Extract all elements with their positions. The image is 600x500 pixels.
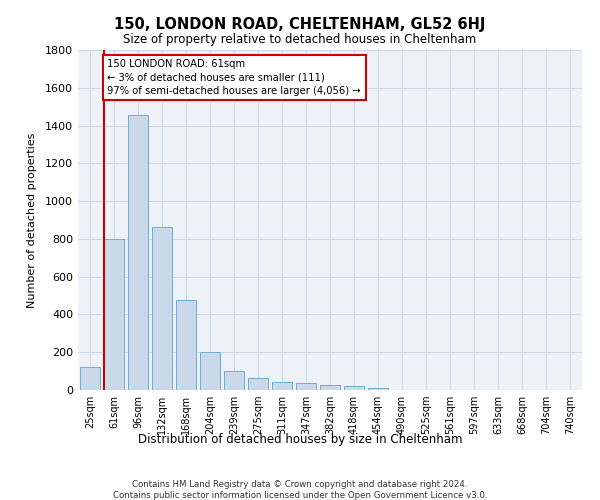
Bar [128,115,148,390]
Text: Size of property relative to detached houses in Cheltenham: Size of property relative to detached ho… [124,32,476,46]
Bar [224,371,244,390]
Bar [296,384,316,390]
Text: 150 LONDON ROAD: 61sqm
← 3% of detached houses are smaller (111)
97% of semi-det: 150 LONDON ROAD: 61sqm ← 3% of detached … [107,60,361,96]
Bar [368,388,388,390]
Bar [272,382,292,390]
Bar [200,352,220,390]
Text: 150, LONDON ROAD, CHELTENHAM, GL52 6HJ: 150, LONDON ROAD, CHELTENHAM, GL52 6HJ [115,18,485,32]
Bar [152,226,172,390]
Bar [80,368,100,390]
Y-axis label: Number of detached properties: Number of detached properties [26,132,37,308]
Text: Contains HM Land Registry data © Crown copyright and database right 2024.: Contains HM Land Registry data © Crown c… [132,480,468,489]
Bar [104,239,124,390]
Bar [248,378,268,390]
Text: Contains public sector information licensed under the Open Government Licence v3: Contains public sector information licen… [113,491,487,500]
Bar [344,386,364,390]
Text: Distribution of detached houses by size in Cheltenham: Distribution of detached houses by size … [138,432,462,446]
Bar [176,300,196,390]
Bar [320,386,340,390]
